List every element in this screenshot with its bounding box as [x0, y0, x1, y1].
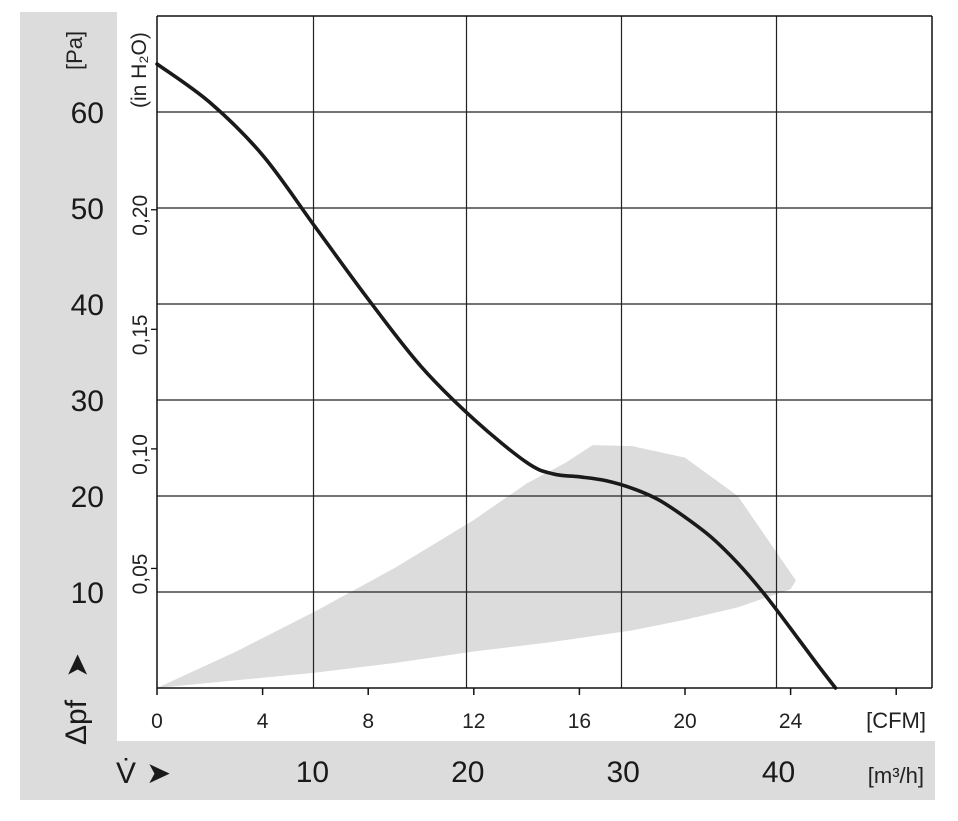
x-tick-label-20: 20	[673, 710, 696, 733]
y-tick-label-30: 30	[71, 385, 104, 418]
y-axis-panel	[20, 12, 117, 800]
pressure-curve	[155, 62, 838, 690]
x-axis-arrow: ➤	[146, 757, 171, 790]
y-tick-label-10: 10	[71, 577, 104, 610]
y-secondary-ticks: 0,05 0,10 0,15 0,20	[129, 195, 152, 595]
y-secondary-tick-label: 0,20	[129, 195, 152, 236]
x-axis-panel	[117, 741, 935, 800]
x-axis-symbol: V̇	[116, 757, 136, 790]
x-tick-label-12: 12	[462, 710, 485, 733]
x-unit-cfm: [CFM]	[866, 708, 926, 733]
y-tick-label-40: 40	[71, 289, 104, 322]
x-secondary-tick-label-30: 30	[606, 756, 639, 789]
y-secondary-tick-label: 0,15	[129, 314, 152, 355]
operating-range-polygon	[157, 445, 796, 688]
x-tick-label-0: 0	[151, 710, 163, 733]
x-tick-label-16: 16	[568, 710, 591, 733]
plot-frame	[151, 15, 933, 695]
y-tick-label-60: 60	[71, 97, 104, 130]
curve-layer	[155, 62, 838, 690]
y-axis-symbol: Δpf	[60, 699, 93, 745]
y-unit-inh2o: (in H₂O)	[128, 32, 151, 108]
y-tick-label-50: 50	[71, 193, 104, 226]
grid	[157, 16, 932, 688]
x-tick-label-4: 4	[257, 710, 269, 733]
operating-range-area	[157, 445, 796, 688]
x-tick-label-24: 24	[779, 710, 803, 733]
x-primary-ticks: 0 4 8 12 16 20 24	[151, 710, 802, 733]
y-axis-arrow: ➤	[61, 653, 94, 678]
y-unit-pa: [Pa]	[62, 31, 87, 70]
x-tick-label-8: 8	[362, 710, 374, 733]
y-tick-label-20: 20	[71, 481, 104, 514]
x-unit-m3h: [m³/h]	[868, 763, 924, 788]
x-secondary-tick-label-10: 10	[296, 756, 329, 789]
y-secondary-tick-label: 0,10	[129, 434, 152, 475]
x-secondary-ticks: 10 20 30 40	[296, 756, 796, 789]
y-secondary-tick-label: 0,05	[129, 554, 152, 595]
x-secondary-tick-label-20: 20	[451, 756, 484, 789]
x-secondary-tick-label-40: 40	[762, 756, 795, 789]
y-primary-ticks: 10 20 30 40 50 60	[71, 97, 104, 610]
